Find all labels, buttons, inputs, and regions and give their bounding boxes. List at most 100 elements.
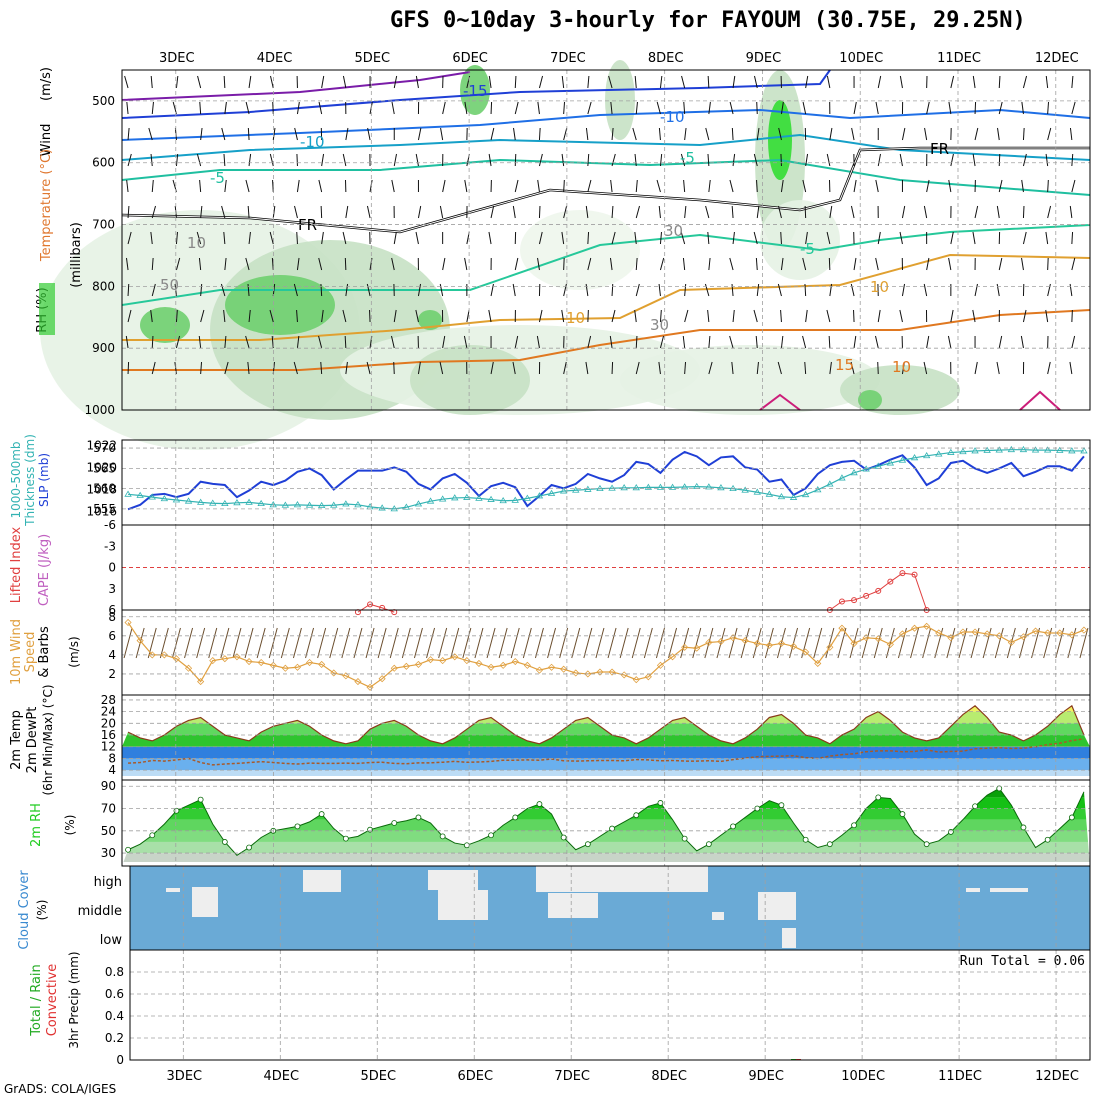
contour-label: 10 [566,309,585,327]
cloud-panel: high middle low [78,866,1090,950]
temp-band [122,711,1090,724]
wind-barb [716,627,726,659]
lifted-index-point [863,592,870,599]
rh-point [512,814,519,821]
lifted-index-point [875,587,882,594]
rh-shade [140,307,190,343]
wind-barb [175,153,179,167]
wind-barb [1022,75,1028,89]
wind-barb [901,361,905,375]
wind-tick: 6 [108,629,116,643]
wind-barb [585,361,589,375]
wind-barb [683,179,686,193]
thickness-point [632,484,640,491]
rh-shade [418,310,442,330]
wind-speed-point [632,676,640,684]
wind-barb [329,627,339,659]
wind-barb [415,231,419,245]
wind-barb [998,101,1003,115]
wind-barb [536,335,540,349]
wind-barb [438,627,448,659]
thickness-point [378,504,386,511]
cloud-fill [192,887,218,917]
wind-barb [199,101,202,115]
wind-barb [293,283,298,297]
wind-barb [684,205,687,219]
wind-barb [804,205,807,219]
wind-barb [272,179,274,193]
wind-barb [755,335,758,349]
wind-barb [659,153,663,167]
date-label-bottom: 10DEC [841,1069,885,1084]
thickness-point [935,450,943,457]
rh-point [536,801,543,807]
contour-label: -5 [680,149,695,167]
temperature-contour [121,69,831,119]
wind-speed-point [547,663,556,671]
wind-barb [875,101,879,115]
wind-barb [514,335,519,349]
li-tick: 6 [108,603,116,617]
wind-barb [464,101,468,115]
wind-speed-point [1044,629,1052,637]
wind-barb [885,627,895,659]
wind-barb [561,153,565,167]
wind-barb [948,257,952,271]
temp-tick: 16 [101,728,116,742]
wind-barb [780,309,782,323]
rh-point [318,811,325,817]
wind-barb [366,205,371,219]
thickness-point [1043,446,1052,453]
cloud-level-label: high [94,875,122,890]
wind-barb [910,627,920,659]
rh-point [197,796,204,803]
wind-barb [634,75,637,89]
wind-barb [611,127,614,141]
pressure-tick: 900 [92,341,115,355]
wind-barb [514,101,519,115]
contour-label: 50 [160,276,179,294]
pressure-tick: 600 [92,156,115,170]
wind-barb [635,335,638,349]
thickness-point [463,493,471,500]
wind-barb [756,283,760,297]
wind-barb [442,335,446,349]
wind-barb [127,231,132,245]
slp-panel: 555 560 565 570 1016 1018 1020 1022 [86,438,1088,518]
wind-barb [1069,127,1073,141]
temp-band [122,705,1090,712]
wind-speed-point [293,663,302,671]
wind-barb [272,127,276,141]
rh-point [584,841,591,848]
wind-barb [401,627,411,659]
temp-tick: 24 [101,705,116,719]
wind-barb [342,309,347,323]
rh-point [633,812,640,819]
cloud-fill [612,870,624,880]
wind-barb [708,361,713,375]
cape-label: CAPE (J/kg) [37,534,52,606]
wind-barb [321,231,324,245]
wind-speed-point [378,675,386,683]
wind-barb [659,257,665,271]
thickness-point [717,484,725,491]
wind-label-3: & Barbs [37,626,52,678]
wind-barb [1022,231,1027,245]
temperature-contour [122,253,1091,341]
thickness-point [426,497,435,504]
wind-barb [899,231,903,245]
thickness-point [160,494,169,502]
wind-barb [875,335,879,349]
wind-barb [126,101,129,115]
wind-barb [197,75,202,89]
wind-barb [805,231,808,245]
wind-barb [150,231,153,245]
wind-barb [342,75,347,89]
wind-barb [498,627,508,659]
dewpoint-band [122,746,1090,759]
wind-barb [220,627,230,659]
wind-barb [514,257,519,271]
wind-barb [464,257,468,271]
wind-barb [317,627,327,659]
